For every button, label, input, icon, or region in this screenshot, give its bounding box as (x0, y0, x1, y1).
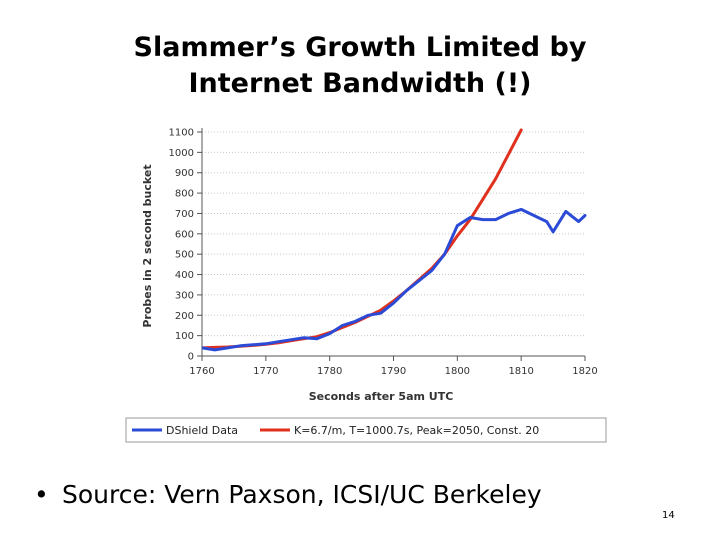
legend: DShield Data K=6.7/m, T=1000.7s, Peak=20… (125, 417, 607, 443)
axes-layer (201, 128, 585, 357)
x-tick-label-1810: 1810 (508, 366, 533, 377)
y-tick-label-800: 800 (175, 189, 194, 200)
source-text: Source: Vern Paxson, ICSI/UC Berkeley (62, 480, 542, 509)
legend-frame (125, 417, 607, 443)
y-tick-label-100: 100 (175, 331, 194, 342)
grid-layer (202, 131, 585, 337)
x-tick-label-1780: 1780 (317, 366, 342, 377)
x-tick-label-1770: 1770 (253, 366, 278, 377)
x-tick-label-1800: 1800 (445, 366, 470, 377)
y-tick-label-1100: 1100 (169, 128, 194, 139)
slide-title: Slammer’s Growth Limited by Internet Ban… (0, 30, 720, 102)
legend-label-fit: K=6.7/m, T=1000.7s, Peak=2050, Const. 20 (294, 424, 539, 437)
series-layer (202, 128, 587, 352)
legend-label-dshield: DShield Data (166, 424, 238, 437)
ticks-layer: 0 100 200 300 400 500 600 700 800 900 1000 1100 1760… (169, 128, 598, 378)
y-tick-label-300: 300 (175, 290, 194, 301)
slide-title-line-2: Internet Bandwidth (!) (188, 68, 532, 99)
page-number: 14 (662, 510, 675, 521)
x-tick-label-1790: 1790 (381, 366, 406, 377)
x-axis-label: Seconds after 5am UTC (309, 390, 454, 403)
source-bullet: • Source: Vern Paxson, ICSI/UC Berkeley (34, 480, 542, 509)
y-tick-label-900: 900 (175, 168, 194, 179)
y-tick-label-200: 200 (175, 311, 194, 322)
x-tick-label-1820: 1820 (572, 366, 597, 377)
y-tick-label-0: 0 (188, 352, 194, 363)
bullet-marker: • (34, 480, 49, 509)
y-tick-label-700: 700 (175, 209, 194, 220)
y-axis-label: Probes in 2 second bucket (141, 164, 154, 327)
x-tick-label-1760: 1760 (189, 366, 214, 377)
y-tick-label-600: 600 (175, 229, 194, 240)
y-tick-label-400: 400 (175, 270, 194, 281)
slide-title-line-1: Slammer’s Growth Limited by (133, 32, 587, 63)
y-tick-label-500: 500 (175, 250, 194, 261)
series-line-dshield (202, 207, 587, 352)
y-tick-label-1000: 1000 (169, 148, 194, 159)
chart: 0 100 200 300 400 500 600 700 800 900 1000 1100 1760… (125, 128, 607, 443)
